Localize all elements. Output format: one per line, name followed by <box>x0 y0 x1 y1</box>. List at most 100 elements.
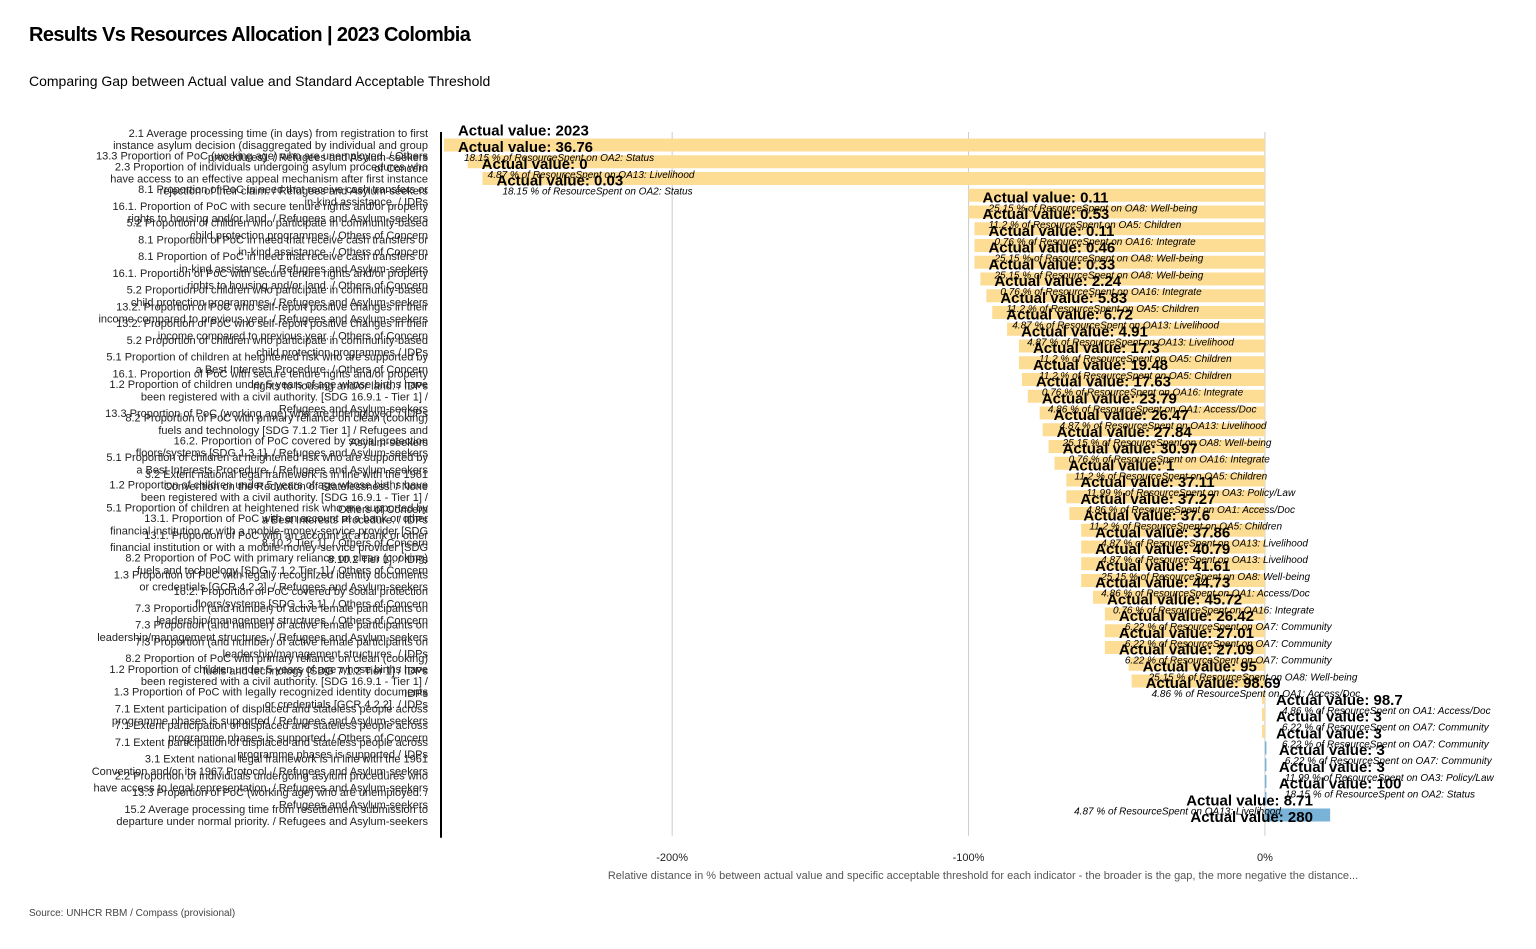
actual-value-label: Actual value: 0.03 <box>496 173 623 190</box>
actual-value-label: Actual value: 37.6 <box>1083 508 1210 525</box>
resource-spent-label: 18.15 % of ResourceSpent on OA2: Status <box>464 153 654 164</box>
category-label: 5.1 Proportion of children at heightened… <box>106 352 428 376</box>
bar <box>1021 373 1265 386</box>
resource-spent-label: 25.15 % of ResourceSpent on OA8: Well-be… <box>1100 572 1310 583</box>
bar <box>1264 791 1267 805</box>
actual-value-label: Actual value: 41.61 <box>1095 558 1230 575</box>
resource-spent-label: 4.87 % of ResourceSpent on OA13: Livelih… <box>488 170 695 181</box>
category-label: 2.1 Average processing time (in days) fr… <box>113 128 428 164</box>
category-label: 8.1 Proportion of PoC in need that recei… <box>138 234 428 258</box>
category-label: 13.2. Proportion of PoC who self-report … <box>116 318 428 342</box>
category-label: 3.2 Extent national legal framework is i… <box>145 469 428 493</box>
bar <box>1066 490 1265 504</box>
resource-spent-label: 0.76 % of ResourceSpent on OA16: Integra… <box>1113 605 1315 616</box>
bar <box>1104 607 1265 621</box>
resource-spent-label: 25.15 % of ResourceSpent on OA8: Well-be… <box>993 254 1203 265</box>
bar <box>443 138 1265 152</box>
bar <box>1081 523 1265 537</box>
x-axis-label: Relative distance in % between actual va… <box>608 870 1358 882</box>
resource-spent-label: 4.87 % of ResourceSpent on OA13: Livelih… <box>1060 421 1267 432</box>
bar <box>1264 775 1267 788</box>
category-label: 13.3 Proportion of PoC (working age) who… <box>96 151 429 175</box>
bar <box>1264 758 1267 772</box>
resource-spent-label: 18.15 % of ResourceSpent on OA2: Status <box>502 187 692 198</box>
resource-spent-label: 11.2 % of ResourceSpent on OA5: Children <box>1039 371 1232 382</box>
category-label: 7.3 Proportion (and number) of active fe… <box>135 636 428 660</box>
resource-spent-label: 6.22 % of ResourceSpent on OA7: Communit… <box>1282 723 1490 734</box>
category-label: 1.2 Proportion of children under 5 years… <box>109 480 429 516</box>
resource-spent-label: 25.15 % of ResourceSpent on OA8: Well-be… <box>993 270 1203 281</box>
bar-chart: 2.1 Average processing time (in days) fr… <box>92 122 1495 882</box>
category-label: 3.1 Extent national legal framework is i… <box>92 754 429 778</box>
resource-spent-label: 11.2 % of ResourceSpent on OA5: Children <box>1039 354 1232 365</box>
resource-spent-label: 4.87 % of ResourceSpent on OA13: Livelih… <box>1027 337 1234 348</box>
category-label: 7.1 Extent participation of displaced an… <box>115 720 429 744</box>
actual-value-label: Actual value: 95 <box>1143 658 1257 675</box>
bar <box>1066 473 1265 487</box>
bar <box>1027 389 1265 403</box>
resource-spent-label: 6.22 % of ResourceSpent on OA7: Communit… <box>1125 639 1333 650</box>
resource-spent-label: 11.2 % of ResourceSpent on OA5: Children <box>1075 471 1268 482</box>
bar <box>1018 356 1265 370</box>
bar <box>974 222 1265 236</box>
category-label: 1.3 Proportion of PoC with legally recog… <box>114 687 429 711</box>
bar <box>1007 322 1265 336</box>
resource-spent-label: 4.86 % of ResourceSpent on OA1: Access/D… <box>1282 706 1491 717</box>
category-label: 15.2 Average processing time from resett… <box>116 804 428 828</box>
category-label: 1.2 Proportion of children under 5 years… <box>109 664 429 700</box>
bar <box>1069 507 1265 520</box>
actual-value-label: Actual value: 37.86 <box>1095 524 1230 541</box>
category-label: 8.2 Proportion of PoC with primary relia… <box>125 553 428 577</box>
actual-value-label: Actual value: 280 <box>1190 809 1313 826</box>
category-label: 16.2. Proportion of PoC covered by socia… <box>174 586 428 610</box>
actual-value-label: Actual value: 0 <box>482 156 588 173</box>
actual-value-label: Actual value: 1 <box>1069 457 1175 474</box>
bar <box>1264 808 1331 822</box>
resource-spent-label: 4.87 % of ResourceSpent on OA13: Livelih… <box>1012 321 1219 332</box>
chart-title: Results Vs Resources Allocation | 2023 C… <box>29 24 471 46</box>
resource-spent-label: 4.86 % of ResourceSpent on OA1: Access/D… <box>1048 404 1257 415</box>
actual-value-label: Actual value: 0.11 <box>988 223 1114 240</box>
category-label: 13.3 Proportion of PoC (working age) who… <box>105 408 428 420</box>
bar <box>1081 540 1265 554</box>
category-label: 13.1. Proportion of PoC with an account … <box>110 513 428 549</box>
bar <box>1081 557 1265 571</box>
category-label: 8.1 Proportion of PoC in need that recei… <box>138 184 428 208</box>
category-label: 16.1. Proportion of PoC with secure tenu… <box>112 368 428 392</box>
bar <box>1093 590 1265 604</box>
actual-value-label: Actual value: 3 <box>1279 742 1385 759</box>
category-label: 5.1 Proportion of children at heightened… <box>106 452 428 476</box>
actual-value-label: Actual value: 17.63 <box>1036 374 1171 391</box>
bar <box>1054 456 1265 470</box>
resource-spent-label: 0.76 % of ResourceSpent on OA16: Integra… <box>1042 388 1244 399</box>
bar <box>467 155 1265 169</box>
category-labels: 2.1 Average processing time (in days) fr… <box>92 128 429 828</box>
bar <box>986 289 1265 303</box>
bars <box>443 138 1331 822</box>
bar <box>968 188 1265 202</box>
actual-value-label: Actual value: 45.72 <box>1107 591 1242 608</box>
resource-spent-label: 4.87 % of ResourceSpent on OA13: Livelih… <box>1074 806 1281 817</box>
bar <box>1264 741 1267 755</box>
bar <box>1104 624 1265 638</box>
resource-spent-label: 11.2 % of ResourceSpent on OA5: Children <box>1006 304 1199 315</box>
bar <box>1104 641 1265 654</box>
category-label: 2.2 Proportion of individuals undergoing… <box>94 770 429 794</box>
category-label: 5.1 Proportion of children at heightened… <box>106 502 428 526</box>
actual-value-label: Actual value: 37.11 <box>1080 474 1214 491</box>
resource-spent-label: 6.22 % of ResourceSpent on OA7: Communit… <box>1282 739 1490 750</box>
category-label: 13.1. Proportion of PoC with an account … <box>110 530 428 566</box>
bar <box>1039 406 1265 420</box>
actual-value-label: Actual value: 98.7 <box>1276 692 1403 709</box>
bar <box>1128 657 1265 671</box>
category-label: 5.2 Proportion of children who participa… <box>127 335 429 359</box>
category-label: 7.1 Extent participation of displaced an… <box>115 737 429 761</box>
actual-value-label: Actual value: 27.09 <box>1119 642 1254 659</box>
category-label: 8.2 Proportion of PoC with primary relia… <box>125 413 428 449</box>
actual-value-label: Actual value: 98.69 <box>1146 675 1281 692</box>
resource-spent-label: 4.86 % of ResourceSpent on OA1: Access/D… <box>1086 505 1295 516</box>
category-label: 7.1 Extent participation of displaced an… <box>112 703 429 727</box>
bar <box>1048 440 1265 453</box>
bar <box>1131 674 1265 688</box>
